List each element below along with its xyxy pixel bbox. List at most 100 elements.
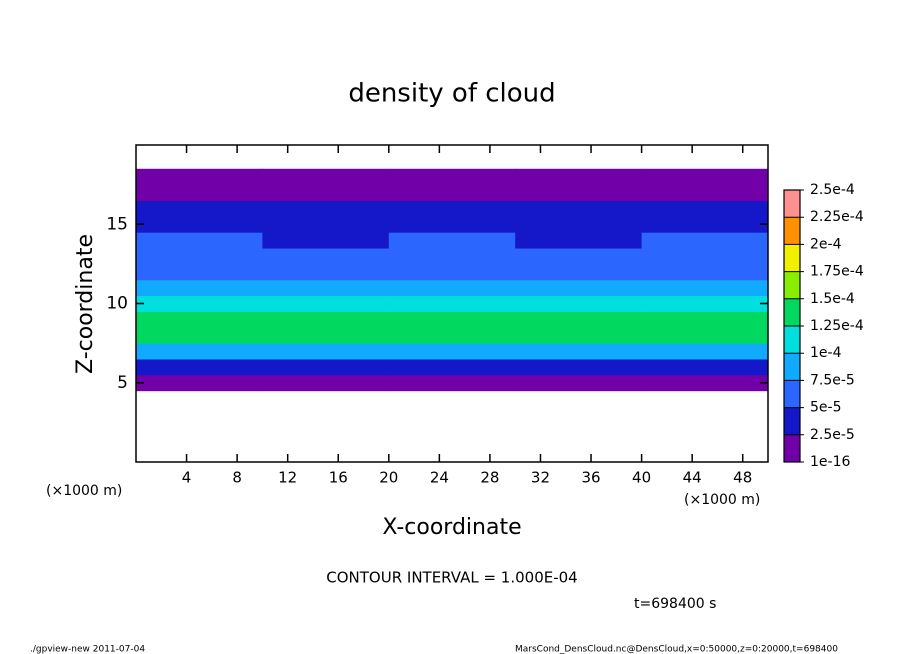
- heat-cell: [262, 263, 390, 281]
- heat-cell: [136, 184, 263, 201]
- heat-cell: [388, 279, 516, 297]
- heat-cell: [388, 358, 516, 376]
- colorbar-label: 2.5e-5: [810, 427, 855, 443]
- heat-cell: [515, 374, 643, 392]
- colorbar-swatch: [784, 190, 800, 218]
- heat-cell: [641, 263, 769, 281]
- colorbar-label: 1.75e-4: [810, 264, 864, 280]
- heat-cell: [136, 343, 263, 360]
- heat-cell: [515, 248, 643, 265]
- colorbar-label: 1e-4: [810, 345, 842, 361]
- colorbar-label: 1.5e-4: [810, 291, 855, 307]
- heat-cell: [641, 216, 769, 233]
- heat-cell: [262, 216, 390, 233]
- heat-cell: [641, 358, 769, 376]
- colorbar-label: 2.25e-4: [810, 209, 864, 225]
- colorbar-label: 7.5e-5: [810, 372, 855, 388]
- y-tick-label: 15: [106, 214, 128, 234]
- heat-cell: [262, 295, 390, 312]
- colorbar-label: 1.25e-4: [810, 318, 864, 334]
- x-tick-label: 12: [278, 469, 297, 487]
- heat-cell: [515, 343, 643, 360]
- heat-cell: [388, 295, 516, 312]
- x-tick-label: 48: [733, 469, 752, 487]
- colorbar-label: 2e-4: [810, 236, 842, 252]
- heat-cell: [388, 184, 516, 201]
- heat-cell: [262, 248, 390, 265]
- colorbar-label: 5e-5: [810, 400, 841, 416]
- colorbar-swatch: [784, 380, 800, 408]
- heat-cell: [641, 184, 769, 201]
- heat-cell: [641, 311, 769, 328]
- heat-cell: [262, 358, 390, 376]
- heat-cell: [641, 343, 769, 360]
- chart-title: density of cloud: [348, 79, 555, 109]
- heat-cell: [262, 374, 390, 392]
- y-tick-label: 5: [117, 373, 128, 393]
- heat-cell: [262, 311, 390, 328]
- heat-cell: [515, 216, 643, 233]
- heat-cell: [388, 263, 516, 281]
- y-tick-label: 10: [106, 294, 128, 314]
- time-note: t=698400 s: [634, 596, 716, 612]
- x-axis-label: X-coordinate: [382, 515, 521, 540]
- colorbar-swatch: [784, 407, 800, 435]
- x-tick-label: 16: [329, 469, 348, 487]
- heat-cell: [641, 374, 769, 392]
- heat-cell: [515, 327, 643, 344]
- heat-cell: [388, 232, 516, 249]
- footer: ./gpview-new 2011-07-04: [30, 645, 145, 654]
- heat-cell: [136, 263, 263, 281]
- x-unit: (×1000 m): [684, 492, 760, 508]
- heat-cell: [262, 184, 390, 201]
- heat-cell: [641, 279, 769, 297]
- heat-cell: [136, 248, 263, 265]
- y-axis-label: Z-coordinate: [73, 234, 98, 374]
- colorbar-swatch: [784, 244, 800, 272]
- heat-cell: [515, 232, 643, 249]
- heat-cell: [641, 232, 769, 249]
- x-tick-label: 28: [480, 469, 499, 487]
- heat-cell: [388, 248, 516, 265]
- heat-cell: [136, 200, 263, 217]
- heat-cell: [641, 248, 769, 265]
- heat-cell: [515, 295, 643, 312]
- heat-cell: [262, 343, 390, 360]
- contour-note: CONTOUR INTERVAL = 1.000E-04: [326, 569, 577, 587]
- colorbar-swatch: [784, 353, 800, 381]
- heat-cell: [136, 279, 263, 297]
- heat-cell: [641, 168, 769, 186]
- heat-cell: [515, 168, 643, 186]
- x-tick-label: 36: [581, 469, 600, 487]
- heat-cell: [388, 343, 516, 360]
- x-tick-label: 40: [632, 469, 651, 487]
- heat-cell: [136, 327, 263, 344]
- colorbar-swatch: [784, 271, 800, 299]
- heat-cell: [641, 295, 769, 312]
- heat-cell: [641, 200, 769, 217]
- heat-cell: [262, 327, 390, 344]
- x-tick-label: 44: [683, 469, 702, 487]
- heat-cell: [136, 295, 263, 312]
- colorbar-swatch: [784, 434, 800, 462]
- heat-cell: [388, 374, 516, 392]
- x-tick-label: 24: [430, 469, 449, 487]
- heat-cell: [262, 200, 390, 217]
- heat-cell: [136, 232, 263, 249]
- heat-cell: [262, 168, 390, 186]
- heat-cell: [262, 232, 390, 249]
- colorbar-swatch: [784, 298, 800, 326]
- heat-cell: [388, 327, 516, 344]
- x-tick-label: 8: [232, 469, 242, 487]
- colorbar-label: 1e-16: [810, 454, 850, 470]
- heat-cell: [136, 216, 263, 233]
- colorbar-swatch: [784, 326, 800, 354]
- colorbar-swatch: [784, 217, 800, 245]
- heat-cell: [136, 311, 263, 328]
- heat-cell: [641, 327, 769, 344]
- x-tick-label: 4: [182, 469, 192, 487]
- colorbar-label: 2.5e-4: [810, 182, 855, 198]
- heat-cell: [388, 168, 516, 186]
- x-tick-label: 32: [531, 469, 550, 487]
